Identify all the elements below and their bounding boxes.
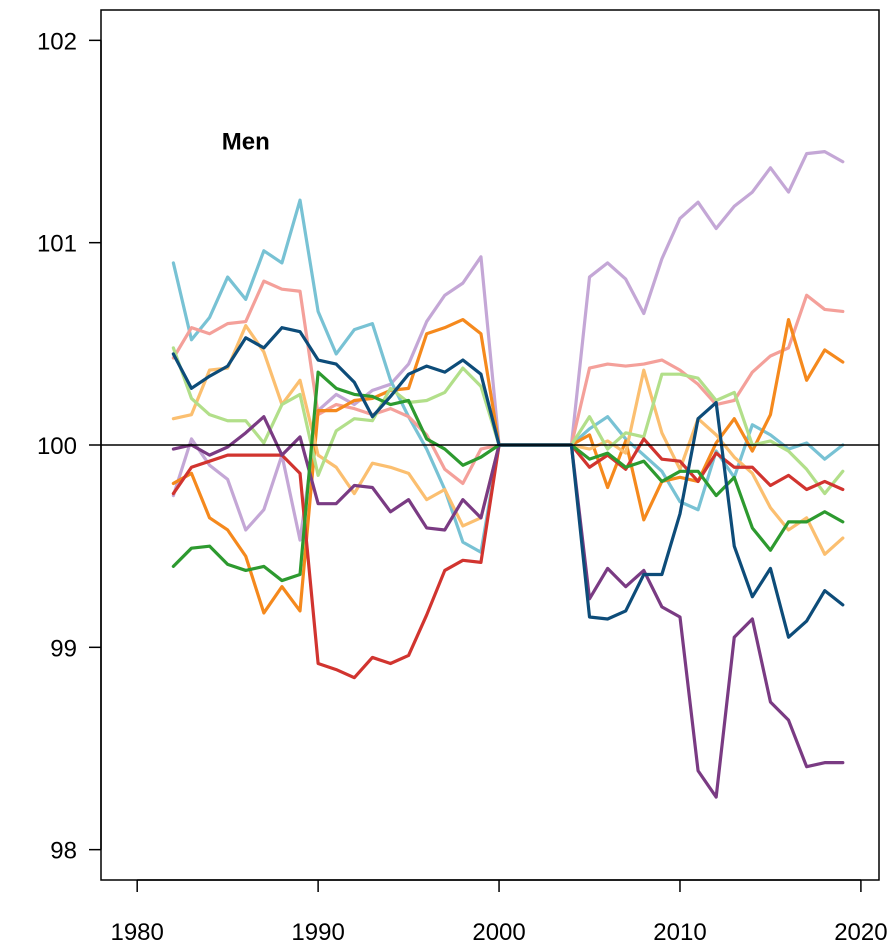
x-tick-label: 1980 — [110, 919, 163, 946]
y-tick-label: 98 — [50, 838, 77, 865]
x-tick-label: 2000 — [472, 919, 525, 946]
axis-layer: 1980 1990 2000 2010 2020 98 99 100 101 102 — [37, 9, 888, 946]
annotation-layer: Men — [222, 129, 270, 156]
annotation-men-label: Men — [222, 129, 270, 156]
y-tick-label: 99 — [50, 635, 77, 662]
x-tick-label: 2020 — [834, 919, 887, 946]
y-tick-label: 102 — [37, 28, 77, 55]
y-tick-label: 101 — [37, 231, 77, 258]
x-tick-label: 2010 — [653, 919, 706, 946]
y-tick-label: 100 — [37, 433, 77, 460]
x-tick-label: 1990 — [291, 919, 344, 946]
